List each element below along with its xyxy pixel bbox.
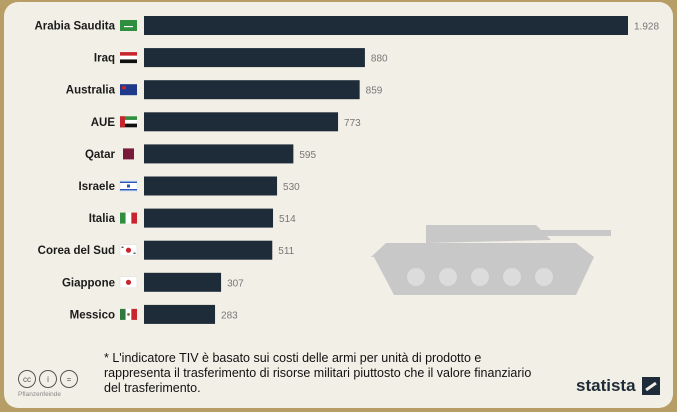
category-label: Italia bbox=[89, 213, 116, 225]
uae-flag bbox=[120, 116, 137, 128]
category-label: Qatar bbox=[85, 149, 116, 161]
category-label: Corea del Sud bbox=[38, 245, 115, 257]
bar bbox=[144, 208, 274, 228]
qatar-flag bbox=[123, 148, 134, 160]
tank-illustration bbox=[371, 225, 611, 295]
category-label: Messico bbox=[70, 309, 115, 321]
bar bbox=[144, 48, 365, 68]
mexico-flag bbox=[120, 308, 137, 320]
bar bbox=[144, 272, 222, 292]
value-label: 283 bbox=[221, 310, 238, 321]
japan-flag bbox=[119, 276, 138, 289]
bar bbox=[144, 304, 216, 324]
bar-chart: Arabia Saudita 1.928 Iraq 880 Australia 859 AU… bbox=[34, 16, 659, 324]
bar bbox=[144, 80, 360, 100]
category-label: Arabia Saudita bbox=[34, 21, 115, 33]
bar bbox=[144, 16, 628, 35]
nd-icon: = bbox=[60, 370, 78, 388]
south-korea-flag bbox=[119, 244, 138, 256]
bar bbox=[144, 176, 278, 196]
iraq-flag bbox=[120, 52, 137, 64]
australia-flag bbox=[120, 84, 137, 96]
statista-logo[interactable]: statista bbox=[576, 376, 660, 396]
footnote: * L'indicatore TIV è basato sui costi de… bbox=[104, 351, 532, 395]
cc-icon: cc bbox=[18, 370, 36, 388]
bar bbox=[144, 240, 273, 260]
value-label: 859 bbox=[366, 86, 383, 97]
value-label: 1.928 bbox=[634, 22, 659, 33]
statista-mark-icon bbox=[641, 377, 660, 395]
israel-flag bbox=[119, 180, 138, 192]
category-label: AUE bbox=[91, 117, 116, 129]
category-label: Iraq bbox=[94, 53, 115, 65]
category-label: Giappone bbox=[62, 277, 115, 289]
category-label: Israele bbox=[79, 181, 115, 193]
value-label: 307 bbox=[227, 278, 244, 289]
by-icon: i bbox=[39, 370, 57, 388]
italy-flag bbox=[120, 212, 137, 224]
chart-card: Arabia Saudita 1.928 Iraq 880 Australia 859 AU… bbox=[4, 2, 673, 408]
value-label: 530 bbox=[283, 182, 300, 193]
bar bbox=[144, 144, 294, 164]
brand-name: statista bbox=[576, 376, 636, 395]
saudi-flag bbox=[120, 20, 137, 31]
value-label: 514 bbox=[279, 214, 296, 225]
value-label: 595 bbox=[299, 150, 316, 161]
category-label: Australia bbox=[66, 85, 116, 97]
bar bbox=[144, 112, 339, 132]
license-badge[interactable]: cc i = Pflanzenfeinde bbox=[18, 370, 88, 398]
value-label: 880 bbox=[371, 54, 388, 65]
value-label: 773 bbox=[344, 118, 361, 129]
license-text: Pflanzenfeinde bbox=[18, 391, 62, 398]
value-label: 511 bbox=[278, 246, 294, 257]
